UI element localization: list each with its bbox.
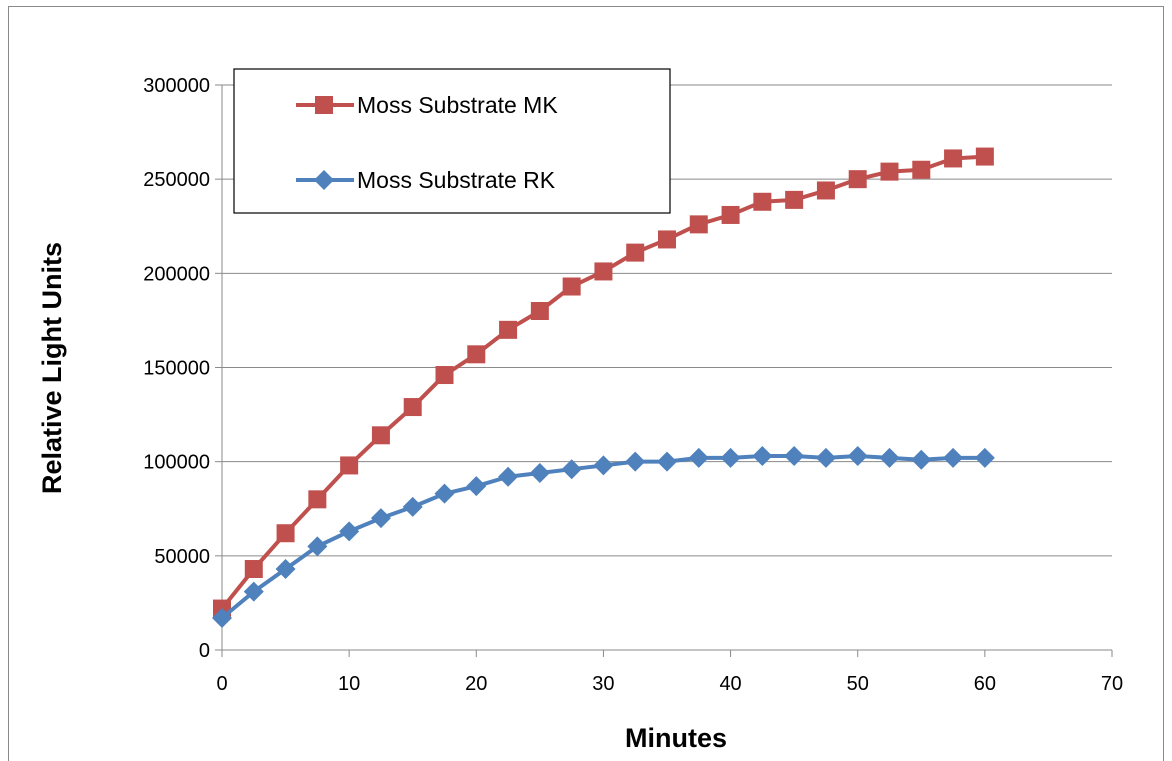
y-tick-label: 250000 [143,169,210,191]
data-point-square [562,277,581,296]
data-point-diamond [847,446,868,467]
data-point-square [467,345,486,364]
data-point-square [912,160,931,179]
x-tick-label: 40 [719,673,741,695]
data-point-diamond [275,559,296,580]
data-point-square [626,243,645,262]
x-axis-ticks: 0 10 20 30 40 50 60 70 [216,650,1123,695]
y-tick-label: 300000 [143,75,210,97]
data-point-diamond [466,476,487,497]
y-tick-label: 0 [199,640,210,662]
data-point-diamond [911,449,932,470]
data-point-diamond [943,447,964,468]
x-tick-label: 10 [338,673,360,695]
legend-box [233,68,671,214]
data-point-square [499,320,518,339]
y-tick-label: 100000 [143,452,210,474]
data-point-diamond [212,607,232,628]
series-layer [212,147,995,628]
data-point-square [403,398,422,417]
data-point-diamond [879,447,900,468]
data-point-diamond [752,446,773,467]
data-point-square [721,205,740,224]
data-point-square [435,366,454,385]
series-mk [213,147,994,618]
legend-mk-square-icon [315,96,333,114]
data-point-square [530,302,549,320]
y-tick-label: 50000 [154,546,210,568]
y-axis-title: Relative Light Units [37,242,67,494]
x-axis-title: Minutes [625,723,727,753]
data-point-diamond [784,446,805,467]
y-axis-ticks: 0 50000 100000 150000 200000 250000 300000 [143,75,222,662]
series-rk [212,446,995,628]
data-point-square [975,147,994,166]
data-point-square [785,190,804,209]
data-point-diamond [339,521,360,542]
data-point-square [880,162,899,181]
data-point-square [816,181,835,200]
data-point-diamond [593,455,614,476]
x-tick-label: 60 [974,673,996,695]
data-point-diamond [498,466,519,487]
data-point-diamond [243,581,264,602]
data-point-diamond [974,447,995,468]
data-point-diamond [529,462,550,483]
y-tick-label: 150000 [143,358,210,380]
data-point-diamond [434,483,455,504]
data-point-square [340,456,359,475]
data-point-diamond [688,447,709,468]
data-point-diamond [657,451,677,472]
x-tick-label: 20 [465,673,487,695]
data-point-diamond [561,459,582,480]
data-point-square [276,524,295,543]
data-point-square [244,560,263,579]
legend: Moss Substrate MK Moss Substrate RK [233,68,671,214]
data-point-square [944,149,963,168]
legend-rk-diamond-icon [314,170,334,190]
data-point-diamond [815,447,836,468]
data-point-square [371,426,390,445]
legend-label-rk: Moss Substrate RK [357,167,556,193]
data-point-square [848,170,867,189]
data-point-diamond [307,536,328,557]
data-point-square [753,192,772,211]
x-tick-label: 50 [847,673,869,695]
data-point-square [658,230,676,249]
data-point-square [689,215,708,234]
data-point-diamond [625,451,646,472]
x-tick-label: 30 [592,673,614,695]
y-tick-label: 200000 [143,263,210,285]
x-tick-label: 70 [1101,673,1123,695]
data-point-diamond [720,447,741,468]
data-point-square [308,490,327,509]
legend-label-mk: Moss Substrate MK [357,92,558,118]
series-line [220,154,985,610]
x-tick-label: 0 [216,673,227,695]
data-point-diamond [370,508,391,529]
data-point-diamond [402,496,423,517]
data-point-square [594,262,613,281]
